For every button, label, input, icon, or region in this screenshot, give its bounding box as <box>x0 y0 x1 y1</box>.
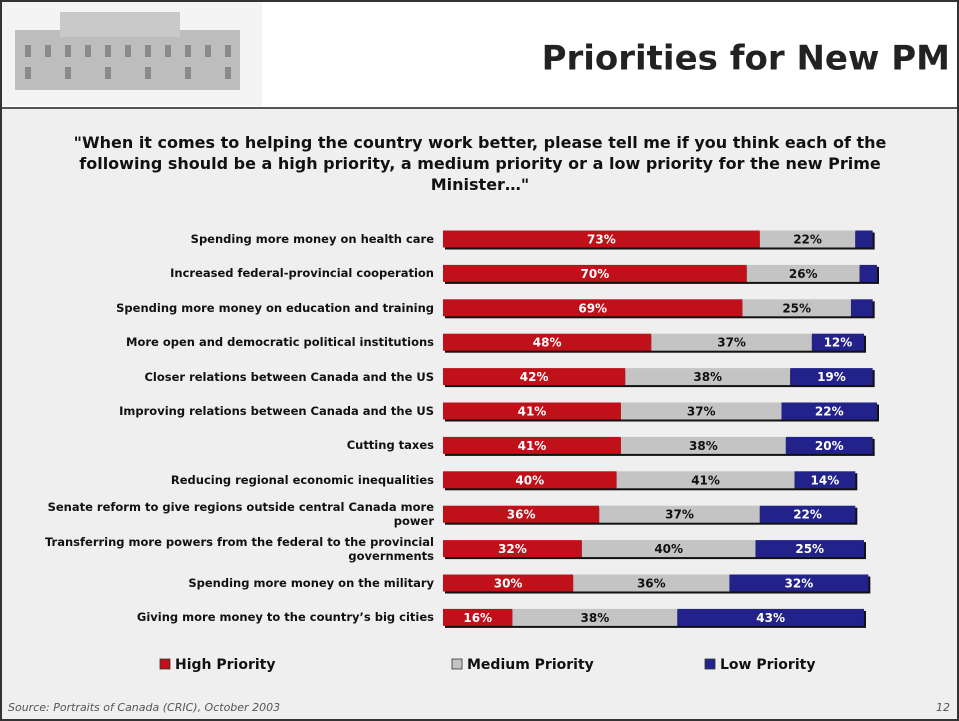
value-label: 38% <box>693 370 722 384</box>
row-label: More open and democratic political insti… <box>126 335 434 350</box>
bar-segment <box>443 574 574 592</box>
row-label: Cutting taxes <box>346 438 434 453</box>
bar-segment <box>794 471 856 489</box>
bar-segment <box>443 333 652 351</box>
header-photo <box>2 2 262 106</box>
value-label: 41% <box>691 473 720 487</box>
value-label: 37% <box>665 508 694 522</box>
bar-segment <box>755 540 864 558</box>
legend-label: Medium Priority <box>467 657 594 673</box>
bar-segment <box>443 368 626 386</box>
value-label: 22% <box>793 233 822 247</box>
bar-segment <box>811 333 864 351</box>
value-label: 25% <box>782 301 811 315</box>
value-label: 38% <box>581 611 610 625</box>
value-label: 30% <box>494 577 523 591</box>
row-label: Increased federal-provincial cooperation <box>170 266 434 281</box>
bar-segment <box>620 436 786 454</box>
bar-segment <box>625 368 791 386</box>
bar-segment <box>512 608 678 626</box>
value-label: 36% <box>637 577 666 591</box>
bar-segment <box>859 264 877 282</box>
bar-segment <box>620 402 782 420</box>
value-label: 32% <box>785 577 814 591</box>
bar-segment <box>677 608 864 626</box>
row-label: Spending more money on health care <box>190 232 434 246</box>
value-label: 43% <box>756 611 785 625</box>
bar-segment <box>573 574 730 592</box>
row-label: Transferring more powers from the federa… <box>44 534 434 563</box>
value-label: 19% <box>817 370 846 384</box>
question: "When it comes to helping the country wo… <box>73 133 887 194</box>
value-label: 41% <box>518 405 547 419</box>
value-label: 41% <box>518 439 547 453</box>
bar-segment <box>729 574 869 592</box>
value-label: 40% <box>654 542 683 556</box>
bar-segment <box>790 368 873 386</box>
bar-segment <box>443 608 513 626</box>
bar-segment <box>616 471 795 489</box>
legend-swatch <box>159 658 171 670</box>
bar-segment <box>443 505 600 523</box>
value-label: 26% <box>789 267 818 281</box>
source: Source: Portraits of Canada (CRIC), Octo… <box>8 701 280 714</box>
value-label: 73% <box>587 233 616 247</box>
bar-segment <box>759 230 856 248</box>
legend-swatch <box>451 658 463 670</box>
bar-segment <box>746 264 860 282</box>
bar-segment <box>651 333 812 351</box>
bar-segment <box>443 540 582 558</box>
value-label: 38% <box>689 439 718 453</box>
value-label: 32% <box>498 542 527 556</box>
value-label: 42% <box>520 370 549 384</box>
bar-segment <box>443 436 621 454</box>
value-label: 22% <box>793 508 822 522</box>
value-label: 14% <box>811 473 840 487</box>
bar-segment <box>443 264 747 282</box>
row-label: Closer relations between Canada and the … <box>144 369 434 384</box>
bar-segment <box>443 230 760 248</box>
bar-segment <box>742 299 851 317</box>
bar-segment <box>850 299 873 317</box>
value-label: 16% <box>463 611 492 625</box>
value-label: 36% <box>507 508 536 522</box>
bar-segment <box>785 436 873 454</box>
row-label: Senate reform to give regions outside ce… <box>47 500 434 529</box>
bar-segment <box>759 505 856 523</box>
value-label: 40% <box>515 473 544 487</box>
bar-segment <box>581 540 756 558</box>
row-label: Giving more money to the country’s big c… <box>136 610 434 625</box>
value-label: 37% <box>687 405 716 419</box>
legend-label: High Priority <box>175 657 275 673</box>
value-label: 69% <box>578 301 607 315</box>
row-label: Spending more money on the military <box>188 576 434 590</box>
row-label: Improving relations between Canada and t… <box>119 404 434 418</box>
bar-segment <box>855 230 873 248</box>
bar-segment <box>443 299 743 317</box>
bar-segment <box>781 402 877 420</box>
row-label: Spending more money on education and tra… <box>116 300 434 315</box>
value-label: 37% <box>717 336 746 350</box>
page-number: 12 <box>936 701 950 714</box>
value-label: 12% <box>824 336 853 350</box>
value-label: 22% <box>815 405 844 419</box>
bar-segment <box>443 471 617 489</box>
slide-title: Priorities for New PM <box>542 39 950 79</box>
value-label: 70% <box>581 267 610 281</box>
bar-segment <box>599 505 760 523</box>
legend-swatch <box>704 658 716 670</box>
value-label: 20% <box>815 439 844 453</box>
row-label: Reducing regional economic inequalities <box>170 472 434 487</box>
value-label: 25% <box>795 542 824 556</box>
value-label: 48% <box>533 336 562 350</box>
bar-segment <box>443 402 621 420</box>
legend-label: Low Priority <box>720 657 815 673</box>
